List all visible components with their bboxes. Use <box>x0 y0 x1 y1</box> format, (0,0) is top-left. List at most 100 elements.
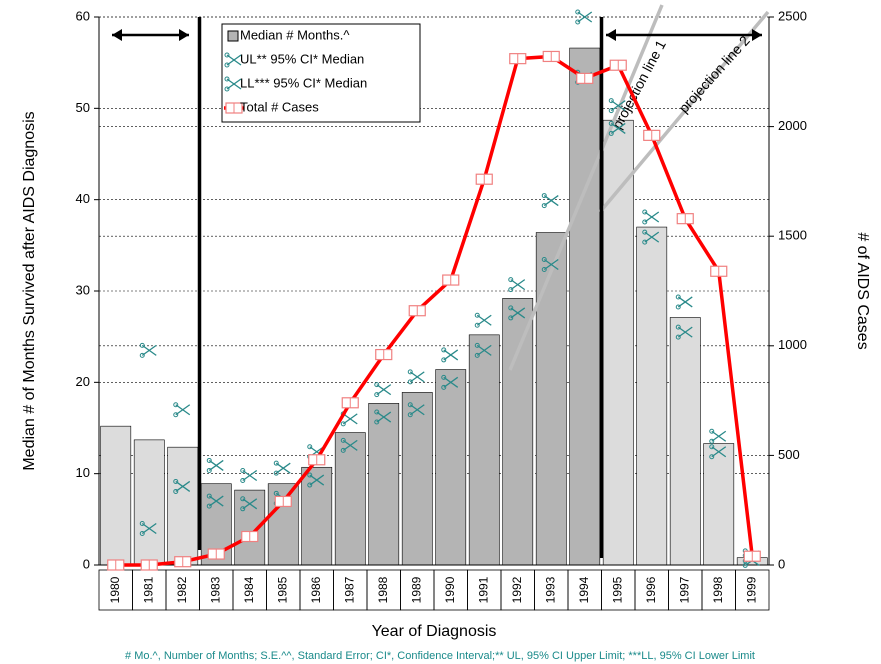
marker-part <box>709 438 715 444</box>
marker-part <box>642 219 648 225</box>
marker-part <box>508 277 514 283</box>
bar <box>602 119 634 566</box>
projection-line <box>598 10 770 214</box>
marker-part <box>709 444 715 450</box>
marker-part <box>543 195 559 207</box>
arrow-head <box>752 29 762 41</box>
book-marker <box>442 274 460 286</box>
marker-part <box>644 211 660 223</box>
book-marker <box>274 495 292 508</box>
book-marker <box>576 72 594 84</box>
marker-part <box>642 229 648 235</box>
marker-part <box>240 506 246 512</box>
book-marker <box>542 50 560 63</box>
x-tick-label: 1980 <box>108 576 122 603</box>
bar <box>100 425 132 566</box>
x-tick-label: 1994 <box>577 576 591 603</box>
x-tick-label: 1997 <box>677 576 691 603</box>
book-marker <box>225 102 243 114</box>
scissor-marker <box>608 98 626 114</box>
marker-part <box>139 342 145 348</box>
book-marker <box>676 213 694 225</box>
book-marker <box>609 59 627 71</box>
marker-part <box>175 480 191 492</box>
bar <box>636 226 668 566</box>
bar <box>401 392 433 566</box>
bar <box>334 432 366 566</box>
y2-tick-label: 1000 <box>778 337 807 352</box>
marker-part <box>608 120 614 126</box>
x-tick-label: 1981 <box>141 576 155 603</box>
marker-part <box>441 384 447 390</box>
marker-part <box>677 296 693 308</box>
y-tick-label: 0 <box>83 556 90 571</box>
arrow-head <box>112 29 122 41</box>
scissor-marker <box>608 120 626 136</box>
marker-part <box>340 437 346 443</box>
scissor-marker <box>709 428 727 444</box>
marker-part <box>675 334 681 340</box>
y-axis-title: Median # of Months Survived after AIDS D… <box>21 111 38 470</box>
marker-part <box>675 324 681 330</box>
bar <box>703 443 735 566</box>
y-tick-label: 30 <box>76 282 90 297</box>
book-marker <box>375 348 393 361</box>
x-tick-label: 1987 <box>342 576 356 603</box>
x-tick-label: 1986 <box>309 576 323 603</box>
marker-part <box>206 467 212 473</box>
marker-part <box>139 520 145 526</box>
marker-part <box>273 470 279 476</box>
legend-label: UL** 95% CI* Median <box>240 51 364 66</box>
marker-part <box>342 439 358 451</box>
x-axis-title: Year of Diagnosis <box>372 623 497 640</box>
y-tick-label: 10 <box>76 465 90 480</box>
marker-part <box>541 257 547 263</box>
book-marker <box>475 173 493 185</box>
marker-part <box>443 376 459 388</box>
marker-part <box>541 267 547 273</box>
marker-part <box>409 404 425 416</box>
scissor-marker <box>139 520 157 536</box>
marker-part <box>173 412 179 418</box>
marker-part <box>575 9 581 15</box>
marker-part <box>139 352 145 358</box>
y2-tick-label: 2000 <box>778 118 807 133</box>
marker-part <box>407 379 413 385</box>
y2-tick-label: 0 <box>778 556 785 571</box>
marker-part <box>541 203 547 209</box>
book-marker <box>710 265 728 277</box>
book-marker <box>207 548 225 560</box>
marker-part <box>175 404 191 416</box>
x-tick-label: 1990 <box>443 576 457 603</box>
arrow-head <box>606 29 616 41</box>
scissor-marker <box>206 493 224 509</box>
marker-part <box>675 304 681 310</box>
scissor-marker <box>307 472 325 488</box>
x-tick-label: 1999 <box>744 576 758 603</box>
bar <box>535 232 567 566</box>
scissor-marker <box>474 312 492 328</box>
marker-part <box>374 382 380 388</box>
marker-part <box>476 314 492 326</box>
y-tick-label: 50 <box>76 100 90 115</box>
marker-part <box>608 130 614 136</box>
legend-swatch <box>227 30 239 42</box>
marker-part <box>374 409 380 415</box>
marker-part <box>510 279 526 291</box>
scissor-marker <box>541 193 559 209</box>
marker-part <box>173 402 179 408</box>
x-tick-label: 1992 <box>510 576 524 603</box>
scissor-marker <box>407 369 425 385</box>
scissor-marker <box>642 209 660 225</box>
marker-part <box>543 258 559 271</box>
marker-part <box>307 482 313 488</box>
marker-part <box>443 349 459 361</box>
marker-part <box>709 454 715 460</box>
scissor-marker <box>173 402 191 418</box>
marker-part <box>206 503 212 509</box>
scissor-marker <box>541 257 559 273</box>
scissor-marker <box>224 76 242 92</box>
scissor-marker <box>340 437 358 453</box>
